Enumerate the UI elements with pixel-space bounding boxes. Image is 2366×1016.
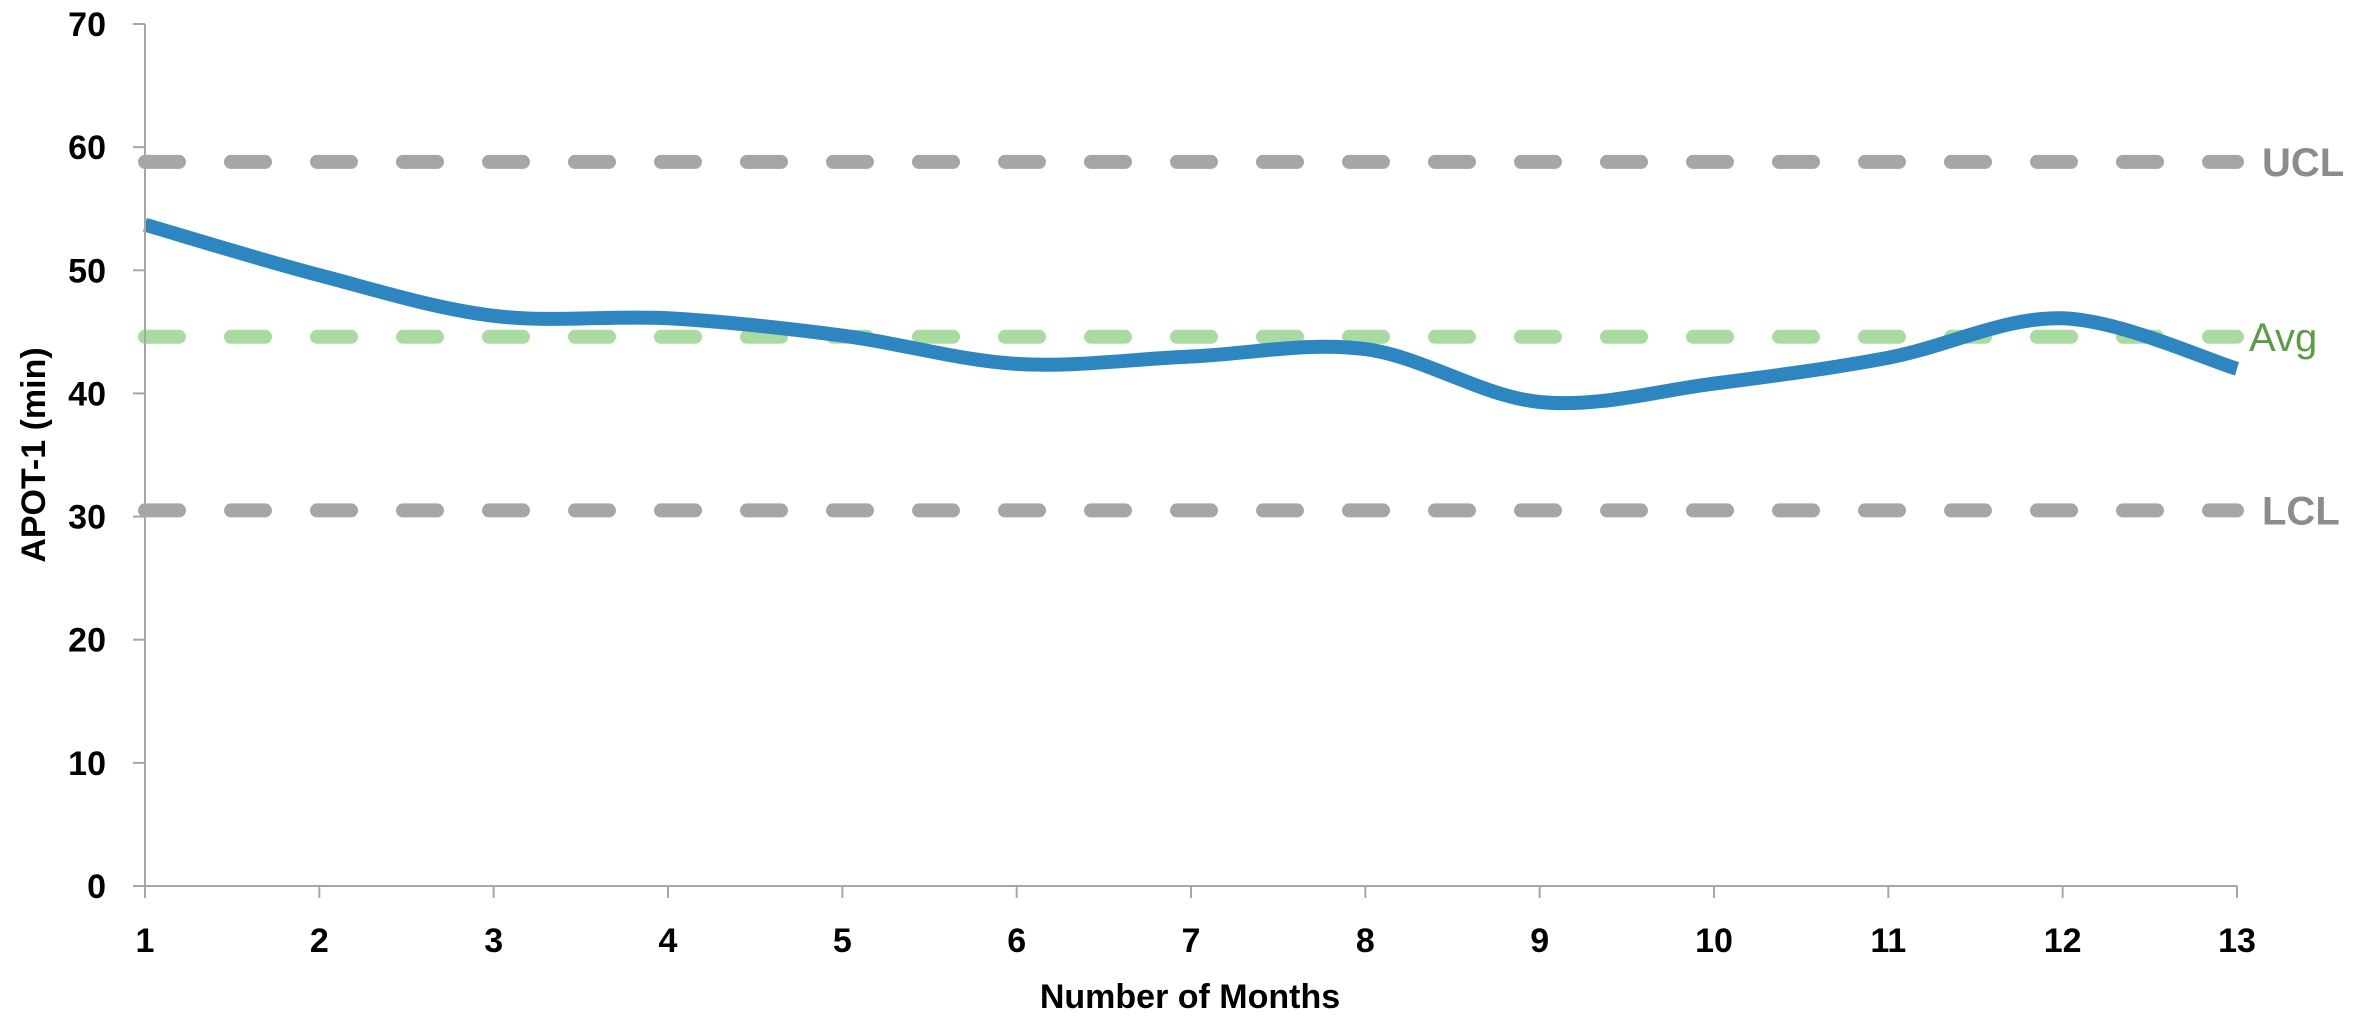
x-tick-label: 10 bbox=[1695, 922, 1733, 960]
data-series bbox=[143, 217, 2240, 411]
x-tick-label: 13 bbox=[2218, 922, 2256, 960]
x-tick-label: 7 bbox=[1182, 922, 1201, 960]
x-tick-label: 12 bbox=[2044, 922, 2082, 960]
x-tick-label: 4 bbox=[659, 922, 678, 960]
y-axis-title: APOT-1 (min) bbox=[15, 347, 53, 562]
y-tick-label: 50 bbox=[68, 252, 106, 290]
x-tick-label: 2 bbox=[310, 922, 329, 960]
y-axis: 0 10 20 30 40 50 60 70 bbox=[68, 6, 146, 906]
x-tick-label: 5 bbox=[833, 922, 852, 960]
x-tick-label: 1 bbox=[136, 922, 155, 960]
x-tick-label: 3 bbox=[484, 922, 503, 960]
y-tick-label: 30 bbox=[68, 499, 106, 537]
reference-lines: UCL Avg LCL bbox=[138, 141, 2344, 533]
y-tick-label: 40 bbox=[68, 375, 106, 413]
y-tick-label: 60 bbox=[68, 129, 106, 167]
series-line bbox=[143, 217, 2240, 411]
x-tick-label: 8 bbox=[1356, 922, 1375, 960]
avg-label: Avg bbox=[2249, 316, 2317, 360]
x-tick-label: 9 bbox=[1530, 922, 1549, 960]
x-tick-label: 11 bbox=[1870, 922, 1906, 960]
y-tick-label: 20 bbox=[68, 622, 106, 660]
y-tick-label: 10 bbox=[68, 745, 106, 783]
x-axis-title: Number of Months bbox=[1040, 978, 1340, 1016]
x-axis: 1 2 3 4 5 6 7 8 9 10 11 12 13 bbox=[136, 885, 2256, 960]
y-tick-label: 70 bbox=[68, 6, 106, 44]
y-tick-label: 0 bbox=[87, 868, 106, 906]
lcl-label: LCL bbox=[2262, 489, 2340, 533]
ucl-label: UCL bbox=[2262, 141, 2344, 185]
x-tick-label: 6 bbox=[1007, 922, 1026, 960]
